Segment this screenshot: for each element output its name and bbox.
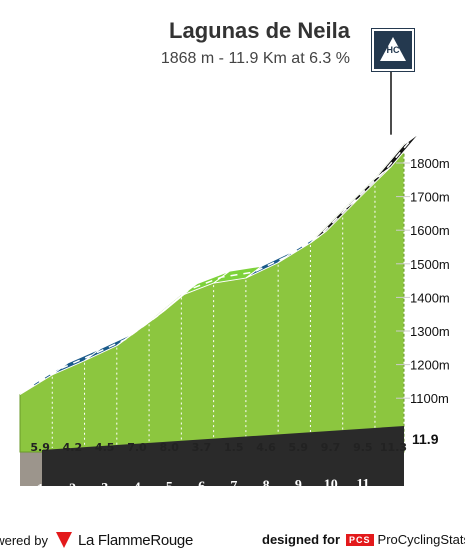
gradient-label: 5.9 bbox=[289, 441, 309, 454]
profile-face bbox=[19, 143, 405, 453]
km-tick-label: 4 bbox=[134, 481, 141, 496]
centre-line bbox=[27, 138, 413, 390]
gradient-label: 3.7 bbox=[192, 441, 212, 454]
y-tick-label: 1400m bbox=[410, 290, 450, 305]
gradient-label: 4.2 bbox=[63, 441, 83, 454]
powered-by-text: owered by bbox=[0, 533, 48, 548]
km-tick-label: 5 bbox=[166, 480, 173, 495]
km-tick-label: 9 bbox=[295, 478, 302, 493]
km-tick-label: 7 bbox=[230, 479, 237, 494]
gradient-label: 5.9 bbox=[30, 441, 50, 454]
footer-designed-for: designed for PCS ProCyclingStats bbox=[262, 532, 465, 547]
km-tick-label: 1 bbox=[37, 482, 44, 497]
chart-subtitle: 1868 m - 11.9 Km at 6.3 % bbox=[160, 50, 350, 67]
footer-powered-by: owered by La FlammeRouge bbox=[0, 532, 193, 549]
pcs-logo-icon: PCS bbox=[346, 534, 374, 546]
baseline-slab bbox=[42, 426, 404, 486]
gradient-label: 9.7 bbox=[321, 441, 341, 454]
gradient-label: 9.5 bbox=[353, 441, 373, 454]
gradient-label: 8.0 bbox=[159, 441, 179, 454]
y-tick-label: 1300m bbox=[410, 324, 450, 339]
km-tick-label: 8 bbox=[263, 479, 270, 494]
y-tick-label: 1800m bbox=[410, 156, 450, 171]
gradient-label: 4.5 bbox=[95, 441, 115, 454]
brand-name: La FlammeRouge bbox=[78, 532, 193, 549]
km-tick-label: 3 bbox=[101, 481, 108, 496]
designed-for-text: designed for bbox=[262, 532, 341, 547]
gradient-label: 1.5 bbox=[224, 441, 244, 454]
gradient-label: 11.3 bbox=[380, 441, 407, 454]
category-badge: HC bbox=[372, 29, 414, 71]
total-distance-label: 11.9 bbox=[412, 431, 439, 447]
brand-prefix: La Flamme bbox=[77, 532, 151, 549]
brand-suffix: Rouge bbox=[150, 532, 194, 549]
km-tick-label: 11 bbox=[356, 477, 369, 492]
mountain-icon bbox=[380, 37, 406, 61]
gradient-label: 4.6 bbox=[256, 441, 276, 454]
chart-title: Lagunas de Neila bbox=[169, 18, 350, 43]
y-tick-label: 1100m bbox=[410, 391, 449, 406]
y-tick-label: 1700m bbox=[410, 190, 450, 205]
pcs-name: ProCyclingStats bbox=[377, 532, 465, 547]
category-label: HC bbox=[386, 45, 400, 55]
flamme-rouge-flag-icon bbox=[55, 532, 72, 548]
km-tick-label: 10 bbox=[324, 478, 338, 493]
y-tick-label: 1200m bbox=[410, 358, 450, 373]
km-tick-label: 2 bbox=[69, 482, 76, 497]
y-tick-label: 1600m bbox=[410, 223, 450, 238]
km-tick-label: 6 bbox=[198, 480, 205, 495]
y-tick-label: 1500m bbox=[410, 257, 450, 272]
gradient-label: 7.0 bbox=[127, 441, 147, 454]
